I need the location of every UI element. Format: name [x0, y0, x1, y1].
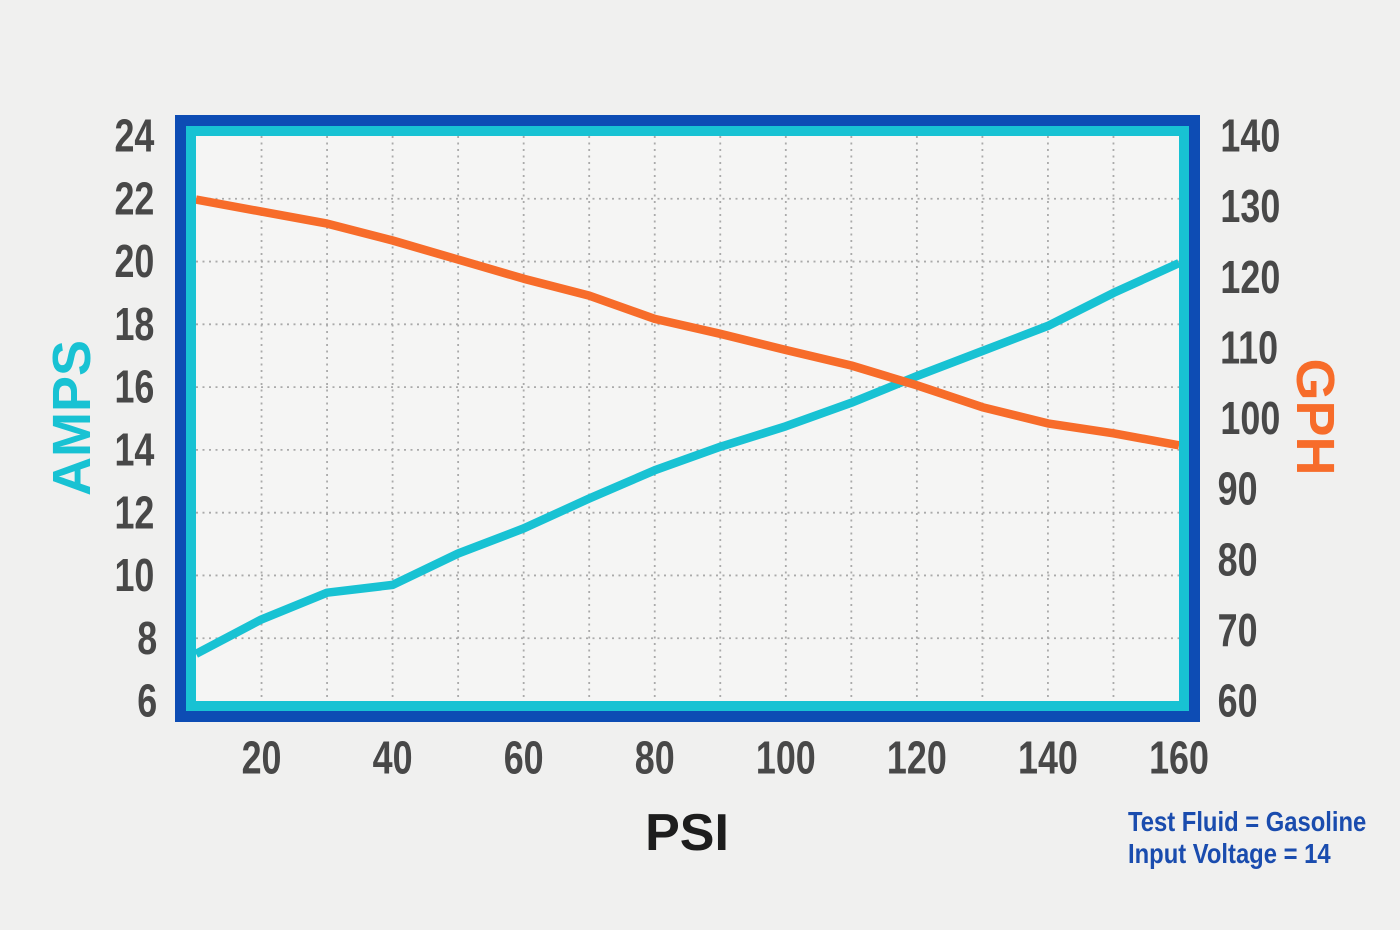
axis-tick-labels: 20 40 60 80 100 120 140 160 24 22 20 18 16 14 12 10 8 6 14… — [114, 110, 1280, 783]
test-conditions-note: Test Fluid = Gasoline Input Voltage = 14 — [1128, 806, 1366, 870]
x-tick-label: 20 — [242, 732, 282, 783]
right-axis-title: GPH — [1285, 358, 1345, 475]
left-tick-label: 20 — [114, 236, 154, 287]
right-tick-label: 110 — [1220, 322, 1278, 373]
right-tick-label: 80 — [1218, 534, 1258, 585]
left-tick-label: 10 — [114, 550, 154, 601]
left-tick-label: 6 — [137, 675, 157, 726]
series-amps-line — [196, 259, 1179, 658]
right-tick-label: 90 — [1218, 463, 1258, 514]
right-tick-label: 70 — [1218, 605, 1258, 656]
left-tick-label: 16 — [114, 361, 154, 412]
left-tick-label: 22 — [114, 173, 154, 224]
x-tick-label: 100 — [756, 732, 816, 783]
right-tick-label: 140 — [1220, 110, 1280, 161]
right-tick-label: 130 — [1220, 181, 1280, 232]
x-tick-label: 60 — [504, 732, 544, 783]
input-voltage-note: Input Voltage = 14 — [1128, 838, 1331, 869]
series-gph-line — [196, 195, 1179, 450]
left-tick-label: 8 — [137, 613, 157, 664]
right-tick-label: 100 — [1220, 393, 1280, 444]
left-tick-label: 24 — [114, 110, 154, 161]
left-tick-label: 12 — [114, 487, 154, 538]
x-tick-label: 140 — [1018, 732, 1078, 783]
x-tick-label: 160 — [1149, 732, 1209, 783]
left-tick-label: 18 — [114, 299, 154, 350]
right-tick-label: 60 — [1218, 675, 1258, 726]
x-tick-label: 40 — [373, 732, 413, 783]
gridlines — [196, 136, 1179, 701]
left-axis-title: AMPS — [42, 340, 102, 496]
left-tick-label: 14 — [114, 424, 154, 475]
x-tick-label: 80 — [635, 732, 675, 783]
x-axis-title: PSI — [645, 804, 729, 862]
x-tick-label: 120 — [887, 732, 947, 783]
right-tick-label: 120 — [1220, 252, 1280, 303]
test-fluid-note: Test Fluid = Gasoline — [1128, 806, 1367, 837]
data-series — [196, 195, 1179, 658]
